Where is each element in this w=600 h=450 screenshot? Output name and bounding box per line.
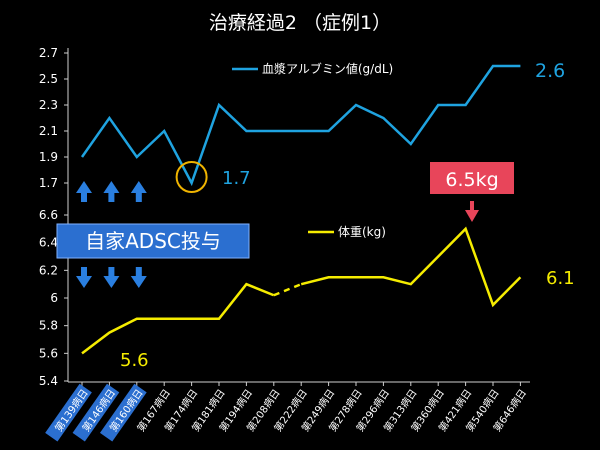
y-tick-label-albumin: 1.9 <box>39 150 58 164</box>
y-tick-label-albumin: 2.7 <box>39 46 58 60</box>
y-tick-label-albumin: 2.3 <box>39 98 58 112</box>
up-arrow-icon <box>81 192 87 202</box>
x-tick-highlight-box <box>72 383 120 442</box>
albumin-end-label: 2.6 <box>535 60 565 82</box>
peak-label-box <box>430 162 514 194</box>
y-tick-label-weight: 5.8 <box>39 319 58 333</box>
treatment-label: 自家ADSC投与 <box>85 229 221 253</box>
legend-label-weight: 体重(kg) <box>338 225 386 239</box>
up-arrow-icon <box>108 192 115 202</box>
y-tick-label-weight: 6.6 <box>39 208 58 222</box>
down-arrow-icon <box>135 267 142 277</box>
y-tick-label-albumin: 1.7 <box>39 176 58 190</box>
down-arrow-icon <box>103 276 120 288</box>
peak-label: 6.5kg <box>445 169 498 191</box>
y-tick-label-weight: 6.2 <box>39 263 58 277</box>
treatment-label-box <box>56 223 250 259</box>
y-tick-label-weight: 6.4 <box>39 236 58 250</box>
weight-start-label: 5.6 <box>120 350 149 371</box>
up-arrow-icon <box>76 181 92 193</box>
up-arrow-icon <box>130 181 147 193</box>
x-tick-highlight-box <box>99 383 147 442</box>
series-line-weight-dashed <box>273 283 302 297</box>
down-arrow-icon <box>76 276 92 288</box>
y-tick-label-albumin: 2.1 <box>39 124 58 138</box>
down-arrow-icon <box>81 267 87 277</box>
chart-title: 治療経過2 （症例1） <box>208 12 392 34</box>
legend-label-albumin: 血漿アルブミン値(g/dL) <box>262 61 393 76</box>
up-arrow-icon <box>103 181 120 193</box>
peak-arrow-head <box>465 210 479 222</box>
y-tick-label-weight: 5.6 <box>39 346 58 360</box>
min-value-circle <box>175 161 208 193</box>
y-tick-label-weight: 5.4 <box>39 374 58 388</box>
series-line-weight <box>81 282 275 355</box>
series-line-weight <box>300 226 522 308</box>
down-arrow-icon <box>108 267 115 277</box>
up-arrow-icon <box>135 192 142 202</box>
albumin-min-label: 1.7 <box>222 168 251 189</box>
y-tick-label-weight: 6 <box>50 291 58 305</box>
x-tick-highlight-box <box>45 383 92 442</box>
y-tick-label-albumin: 2.5 <box>39 72 58 86</box>
weight-end-label: 6.1 <box>546 268 575 289</box>
down-arrow-icon <box>130 276 147 288</box>
series-line-albumin <box>80 64 521 187</box>
